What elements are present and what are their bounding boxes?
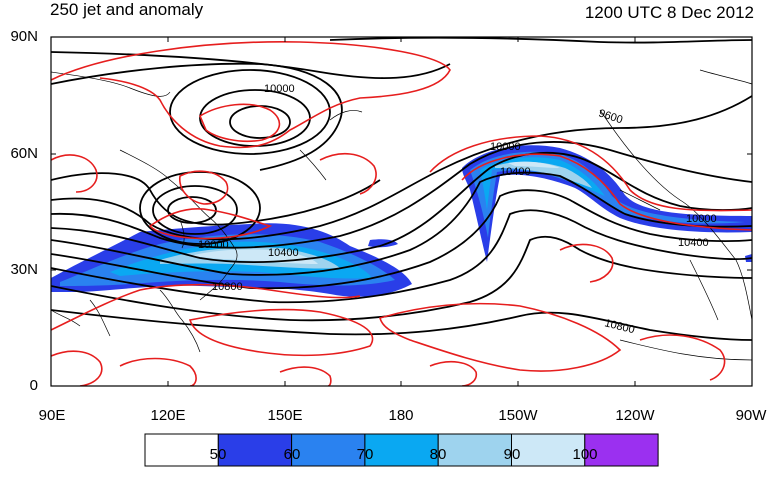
colorbar-box (217, 433, 293, 467)
colorbar-label-60: 60 (283, 446, 301, 463)
lon-label-180: 180 (388, 407, 414, 424)
lat-label-60n: 60N (10, 145, 38, 162)
colorbar-label-90: 90 (503, 446, 521, 463)
contour-label: 10000 (686, 213, 717, 225)
contour-label: 10000 (490, 141, 521, 153)
contour-label: 10400 (500, 166, 531, 178)
colorbar-label-100: 100 (572, 446, 598, 463)
colorbar-box (437, 433, 513, 467)
frame-ticks (51, 37, 752, 386)
lon-label-150e: 150E (267, 407, 303, 424)
colorbar-box (291, 433, 366, 467)
lon-label-120e: 120E (150, 407, 186, 424)
anomaly-contours (51, 41, 752, 386)
lon-label-120w: 120W (615, 407, 655, 424)
valid-time: 1200 UTC 8 Dec 2012 (584, 3, 754, 22)
lon-label-90e: 90E (38, 407, 66, 424)
colorbar (144, 433, 659, 467)
map-title: 250 jet and anomaly (50, 0, 204, 19)
colorbar-label-70: 70 (356, 446, 374, 463)
colorbar-box (584, 433, 659, 467)
lon-label-150w: 150W (498, 407, 538, 424)
height-contours (51, 37, 752, 341)
contour-label: 10400 (678, 237, 709, 249)
contour-label: 10000 (198, 239, 229, 251)
lat-label-0: 0 (29, 377, 38, 394)
contour-label: 10000 (264, 83, 295, 95)
lat-label-30n: 30N (10, 261, 38, 278)
colorbar-box (144, 433, 219, 467)
lon-label-90w: 90W (735, 407, 767, 424)
colorbar-label-80: 80 (429, 446, 447, 463)
contour-label: 10800 (212, 281, 243, 293)
lat-label-90n: 90N (10, 28, 38, 45)
contour-label: 10400 (268, 247, 299, 259)
plot-frame (50, 36, 753, 387)
colorbar-box (364, 433, 439, 467)
colorbar-label-50: 50 (209, 446, 227, 463)
